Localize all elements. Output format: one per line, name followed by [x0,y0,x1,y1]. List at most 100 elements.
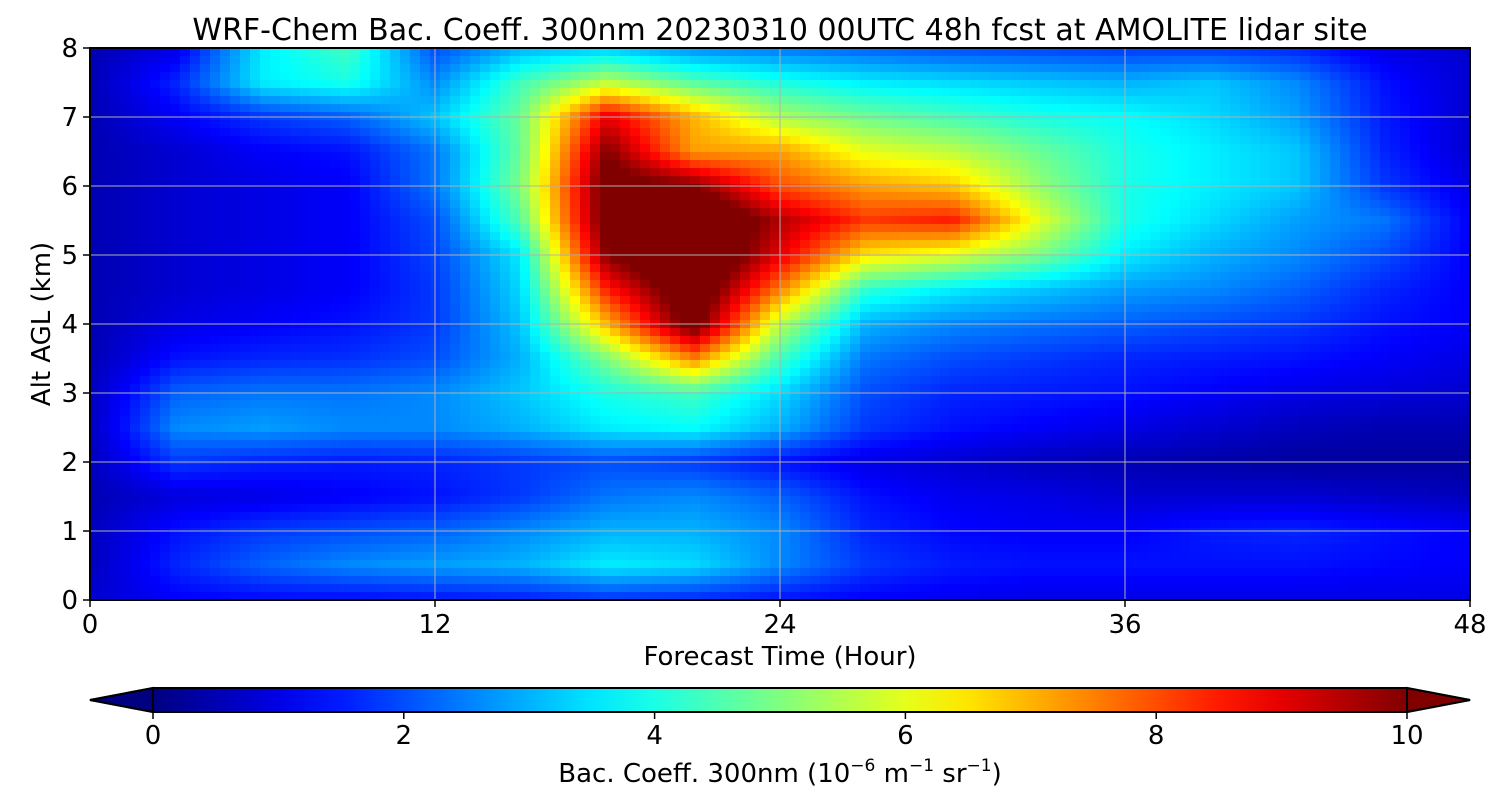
heatmap-cell [280,288,291,297]
heatmap-cell [580,256,591,265]
heatmap-cell [170,144,181,153]
heatmap-cell [1320,296,1331,305]
heatmap-cell [800,248,811,257]
heatmap-cell [850,304,861,313]
heatmap-cell [580,280,591,289]
heatmap-cell [1160,136,1171,145]
heatmap-cell [1090,256,1101,265]
heatmap-cell [1220,136,1231,145]
heatmap-cell [210,312,221,321]
heatmap-cell [1350,280,1361,289]
heatmap-cell [560,136,571,145]
heatmap-cell [580,104,591,113]
heatmap-cell [1140,232,1151,241]
heatmap-cell [330,280,341,289]
heatmap-cell [420,176,431,185]
heatmap-cell [240,280,251,289]
heatmap-cell [1390,240,1401,249]
heatmap-cell [690,48,701,57]
heatmap-cell [140,224,151,233]
heatmap-cell [910,120,921,129]
heatmap-cell [550,288,561,297]
heatmap-cell [450,144,461,153]
heatmap-cell [250,96,261,105]
heatmap-cell [90,240,101,249]
heatmap-cell [760,272,771,281]
heatmap-cell [880,128,891,137]
heatmap-cell [1460,248,1470,257]
heatmap-cell [1040,152,1051,161]
heatmap-cell [960,176,971,185]
heatmap-cell [690,200,701,209]
heatmap-cell [630,288,641,297]
heatmap-cell [1330,96,1341,105]
heatmap-cell [1170,144,1181,153]
heatmap-cell [1390,128,1401,137]
heatmap-cell [240,216,251,225]
heatmap-cell [1040,48,1051,57]
heatmap-cell [220,48,231,57]
heatmap-cell [400,240,411,249]
heatmap-cell [130,328,141,337]
heatmap-cell [630,64,641,73]
heatmap-cell [390,144,401,153]
heatmap-cell [1220,200,1231,209]
heatmap-cell [1050,112,1061,121]
heatmap-cell [690,232,701,241]
heatmap-cell [340,120,351,129]
heatmap-cell [130,240,141,249]
heatmap-cell [330,216,341,225]
heatmap-cell [250,136,261,145]
heatmap-cell [1190,56,1201,65]
heatmap-cell [980,176,991,185]
heatmap-cell [540,312,551,321]
heatmap-cell [300,296,311,305]
heatmap-cell [490,296,501,305]
heatmap-cell [1150,192,1161,201]
heatmap-cell [1430,120,1441,129]
heatmap-cell [1430,80,1441,89]
heatmap-cell [1080,88,1091,97]
heatmap-cell [100,232,111,241]
heatmap-cell [1450,312,1461,321]
heatmap-cell [680,304,691,313]
heatmap-cell [510,112,521,121]
heatmap-cell [890,248,901,257]
heatmap-cell [490,128,501,137]
heatmap-cell [710,112,721,121]
heatmap-cell [1090,248,1101,257]
heatmap-cell [810,264,821,273]
heatmap-cell [90,336,101,345]
heatmap-cell [1010,88,1021,97]
heatmap-cell [1260,248,1271,257]
heatmap-cell [210,176,221,185]
heatmap-cell [700,288,711,297]
heatmap-cell [1400,280,1411,289]
heatmap-cell [1440,72,1451,81]
heatmap-cell [940,256,951,265]
heatmap-cell [970,296,981,305]
heatmap-cell [490,168,501,177]
heatmap-cell [810,304,821,313]
heatmap-cell [340,272,351,281]
heatmap-cell [1300,288,1311,297]
heatmap-cell [300,272,311,281]
heatmap-cell [260,104,271,113]
heatmap-cell [1060,104,1071,113]
heatmap-cell [950,64,961,73]
heatmap-cell [200,176,211,185]
heatmap-cell [1280,128,1291,137]
heatmap-cell [160,64,171,73]
heatmap-cell [400,208,411,217]
heatmap-cell [1400,224,1411,233]
heatmap-cell [980,48,991,57]
heatmap-cell [100,144,111,153]
heatmap-cell [130,264,141,273]
heatmap-cell [180,176,191,185]
heatmap-cell [1400,56,1411,65]
heatmap-cell [740,136,751,145]
heatmap-cell [100,296,111,305]
heatmap-cell [240,256,251,265]
heatmap-cell [280,264,291,273]
heatmap-cell [1410,192,1421,201]
